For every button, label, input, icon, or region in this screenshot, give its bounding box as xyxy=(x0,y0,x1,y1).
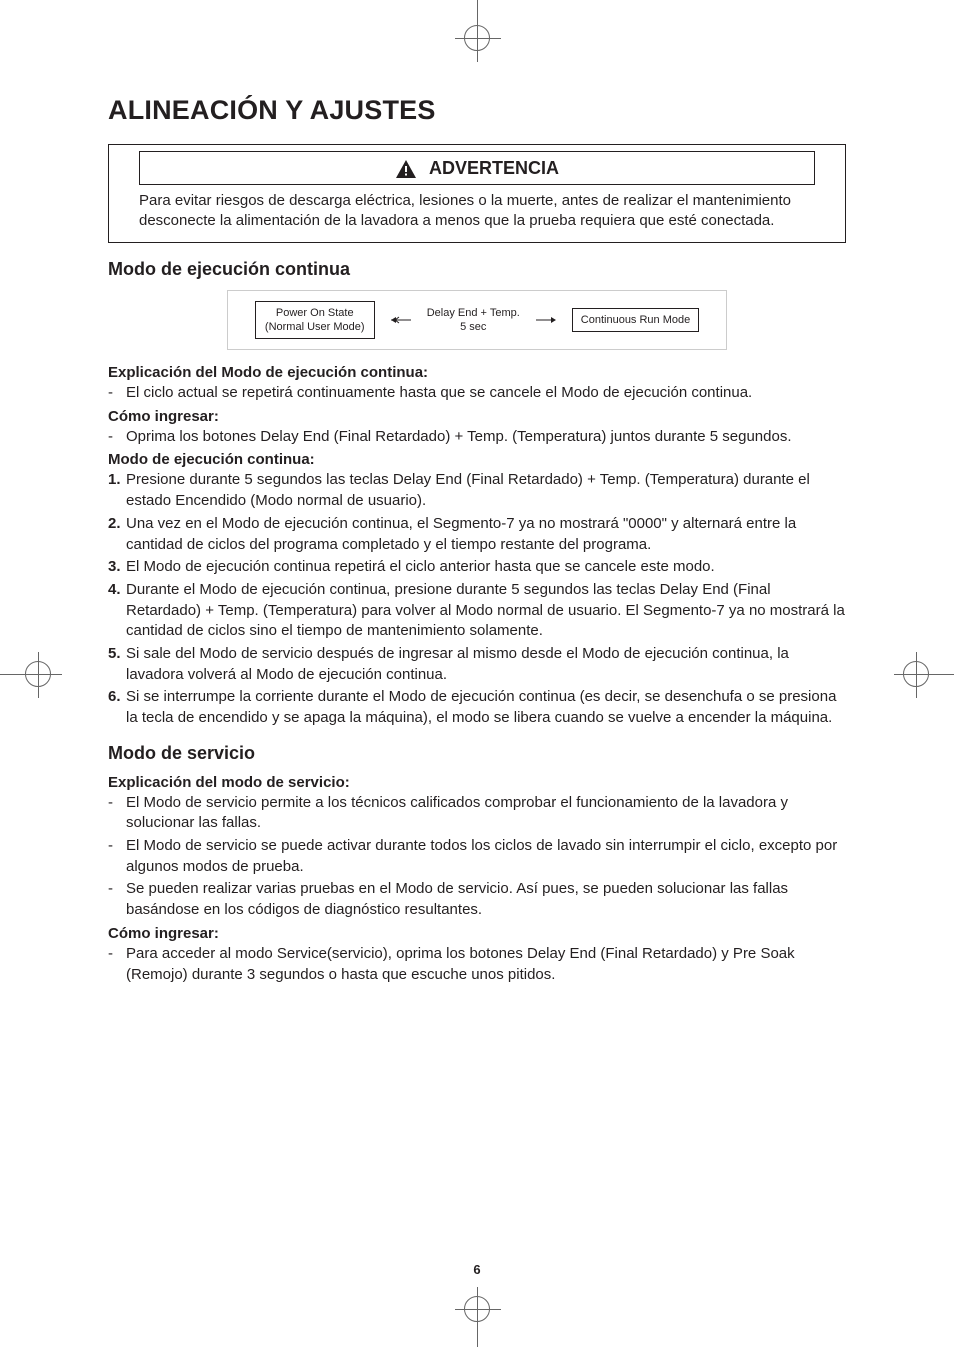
page-title: ALINEACIÓN Y AJUSTES xyxy=(108,95,846,126)
sec2-dashlist-2: -Para acceder al modo Service(servicio),… xyxy=(108,944,846,985)
num-bullet: 1. xyxy=(108,470,126,511)
flow-box-1-line1: Power On State xyxy=(264,306,366,320)
dash-bullet: - xyxy=(108,793,126,834)
dash-bullet: - xyxy=(108,836,126,877)
sec1-sub1: Explicación del Modo de ejecución contin… xyxy=(108,364,846,381)
warning-body: Para evitar riesgos de descarga eléctric… xyxy=(109,191,845,242)
dash-text: Oprima los botones Delay End (Final Reta… xyxy=(126,427,846,448)
dash-bullet: - xyxy=(108,383,126,404)
num-text: Si se interrumpe la corriente durante el… xyxy=(126,687,846,728)
num-item: 4.Durante el Modo de ejecución continua,… xyxy=(108,580,846,642)
sec2-dashlist-1: -El Modo de servicio permite a los técni… xyxy=(108,793,846,921)
arrow-right-icon xyxy=(536,316,556,324)
sec1-dashlist-1: - El ciclo actual se repetirá continuame… xyxy=(108,383,846,404)
num-text: Una vez en el Modo de ejecución continua… xyxy=(126,514,846,555)
dash-item: -Se pueden realizar varias pruebas en el… xyxy=(108,879,846,920)
num-bullet: 5. xyxy=(108,644,126,685)
dash-text: Para acceder al modo Service(servicio), … xyxy=(126,944,846,985)
dash-bullet: - xyxy=(108,879,126,920)
dash-item: - Oprima los botones Delay End (Final Re… xyxy=(108,427,846,448)
flow-mid-line1: Delay End + Temp. xyxy=(427,306,520,320)
flow-mid-line2: 5 sec xyxy=(427,320,520,334)
dash-item: -El Modo de servicio se puede activar du… xyxy=(108,836,846,877)
dash-bullet: - xyxy=(108,427,126,448)
arrow-left-icon xyxy=(391,316,411,324)
warning-header: ADVERTENCIA xyxy=(139,151,815,185)
flow-middle: Delay End + Temp. 5 sec xyxy=(427,306,520,335)
num-bullet: 2. xyxy=(108,514,126,555)
num-item: 2.Una vez en el Modo de ejecución contin… xyxy=(108,514,846,555)
flow-box-1: Power On State (Normal User Mode) xyxy=(255,301,375,340)
sec2-sub2: Cómo ingresar: xyxy=(108,925,846,942)
flow-box-2: Continuous Run Mode xyxy=(572,308,699,332)
num-text: Durante el Modo de ejecución continua, p… xyxy=(126,580,846,642)
flow-box-2-text: Continuous Run Mode xyxy=(581,313,690,327)
num-item: 6.Si se interrumpe la corriente durante … xyxy=(108,687,846,728)
dash-text: El Modo de servicio permite a los técnic… xyxy=(126,793,846,834)
num-text: Presione durante 5 segundos las teclas D… xyxy=(126,470,846,511)
page-number: 6 xyxy=(473,1262,480,1277)
crop-mark-right xyxy=(903,661,929,687)
flow-box-1-line2: (Normal User Mode) xyxy=(264,320,366,334)
flow-diagram: Power On State (Normal User Mode) Delay … xyxy=(227,290,727,351)
dash-item: -El Modo de servicio permite a los técni… xyxy=(108,793,846,834)
sec1-sub2: Cómo ingresar: xyxy=(108,408,846,425)
dash-text: Se pueden realizar varias pruebas en el … xyxy=(126,879,846,920)
num-text: Si sale del Modo de servicio después de … xyxy=(126,644,846,685)
warning-icon xyxy=(395,159,417,179)
num-bullet: 4. xyxy=(108,580,126,642)
warning-header-text: ADVERTENCIA xyxy=(429,158,559,179)
dash-item: -Para acceder al modo Service(servicio),… xyxy=(108,944,846,985)
crop-mark-bottom xyxy=(464,1296,490,1322)
sec1-sub3: Modo de ejecución continua: xyxy=(108,451,846,468)
dash-text: El Modo de servicio se puede activar dur… xyxy=(126,836,846,877)
warning-box: ADVERTENCIA Para evitar riesgos de desca… xyxy=(108,144,846,243)
num-item: 3.El Modo de ejecución continua repetirá… xyxy=(108,557,846,578)
num-bullet: 6. xyxy=(108,687,126,728)
dash-item: - El ciclo actual se repetirá continuame… xyxy=(108,383,846,404)
num-item: 5.Si sale del Modo de servicio después d… xyxy=(108,644,846,685)
num-item: 1.Presione durante 5 segundos las teclas… xyxy=(108,470,846,511)
sec1-dashlist-2: - Oprima los botones Delay End (Final Re… xyxy=(108,427,846,448)
section2-heading: Modo de servicio xyxy=(108,743,846,764)
crop-mark-left xyxy=(25,661,51,687)
dash-bullet: - xyxy=(108,944,126,985)
dash-text: El ciclo actual se repetirá continuament… xyxy=(126,383,846,404)
crop-mark-top xyxy=(464,25,490,51)
section1-heading: Modo de ejecución continua xyxy=(108,259,846,280)
num-text: El Modo de ejecución continua repetirá e… xyxy=(126,557,846,578)
sec2-sub1: Explicación del modo de servicio: xyxy=(108,774,846,791)
sec1-numlist: 1.Presione durante 5 segundos las teclas… xyxy=(108,470,846,728)
num-bullet: 3. xyxy=(108,557,126,578)
page-content: ALINEACIÓN Y AJUSTES ADVERTENCIA Para ev… xyxy=(108,95,846,987)
